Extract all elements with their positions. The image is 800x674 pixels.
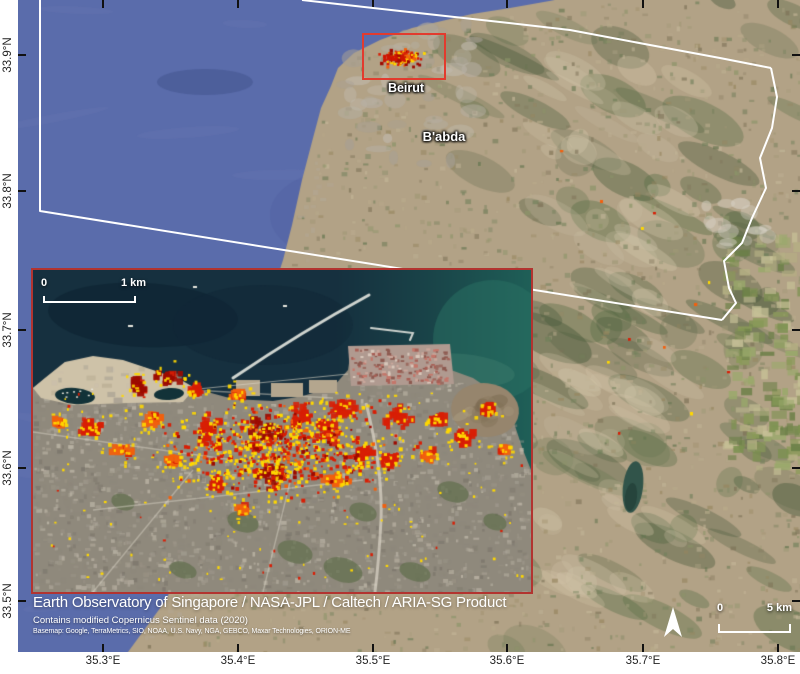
lon-tick-label: 35.6°E	[489, 655, 525, 667]
main-scalebar-distance: 5 km	[766, 602, 792, 614]
lat-tick-label: 33.5°N	[2, 583, 14, 619]
lat-tick-label: 33.7°N	[2, 312, 14, 348]
lon-tick-label: 35.5°E	[355, 655, 391, 667]
inset-map-canvas	[33, 270, 531, 592]
place-label-babda: B'abda	[422, 129, 466, 144]
main-scalebar-zero: 0	[716, 602, 724, 614]
caption-block: Earth Observatory of Singapore / NASA-JP…	[33, 594, 507, 635]
lon-tick-label: 35.4°E	[220, 655, 256, 667]
inset-scalebar-zero: 0	[40, 277, 48, 289]
lat-tick-label: 33.9°N	[2, 37, 14, 73]
lat-tick-label: 33.6°N	[2, 450, 14, 486]
inset-scalebar-distance: 1 km	[121, 277, 147, 289]
lon-tick-label: 35.8°E	[760, 655, 796, 667]
lon-tick-label: 35.3°E	[85, 655, 121, 667]
caption-credit-basemap: Basemap: Google, TerraMetrics, SIO, NOAA…	[33, 628, 351, 635]
lon-tick-label: 35.7°E	[625, 655, 661, 667]
caption-credit-sentinel: Contains modified Copernicus Sentinel da…	[33, 615, 248, 626]
left-axis-margin	[0, 0, 18, 674]
place-label-beirut: Beirut	[387, 81, 425, 95]
caption-title: Earth Observatory of Singapore / NASA-JP…	[33, 594, 507, 611]
lat-tick-label: 33.8°N	[2, 173, 14, 209]
inset-damage-map: 0 1 km	[31, 268, 533, 594]
bottom-axis-margin	[0, 652, 800, 674]
